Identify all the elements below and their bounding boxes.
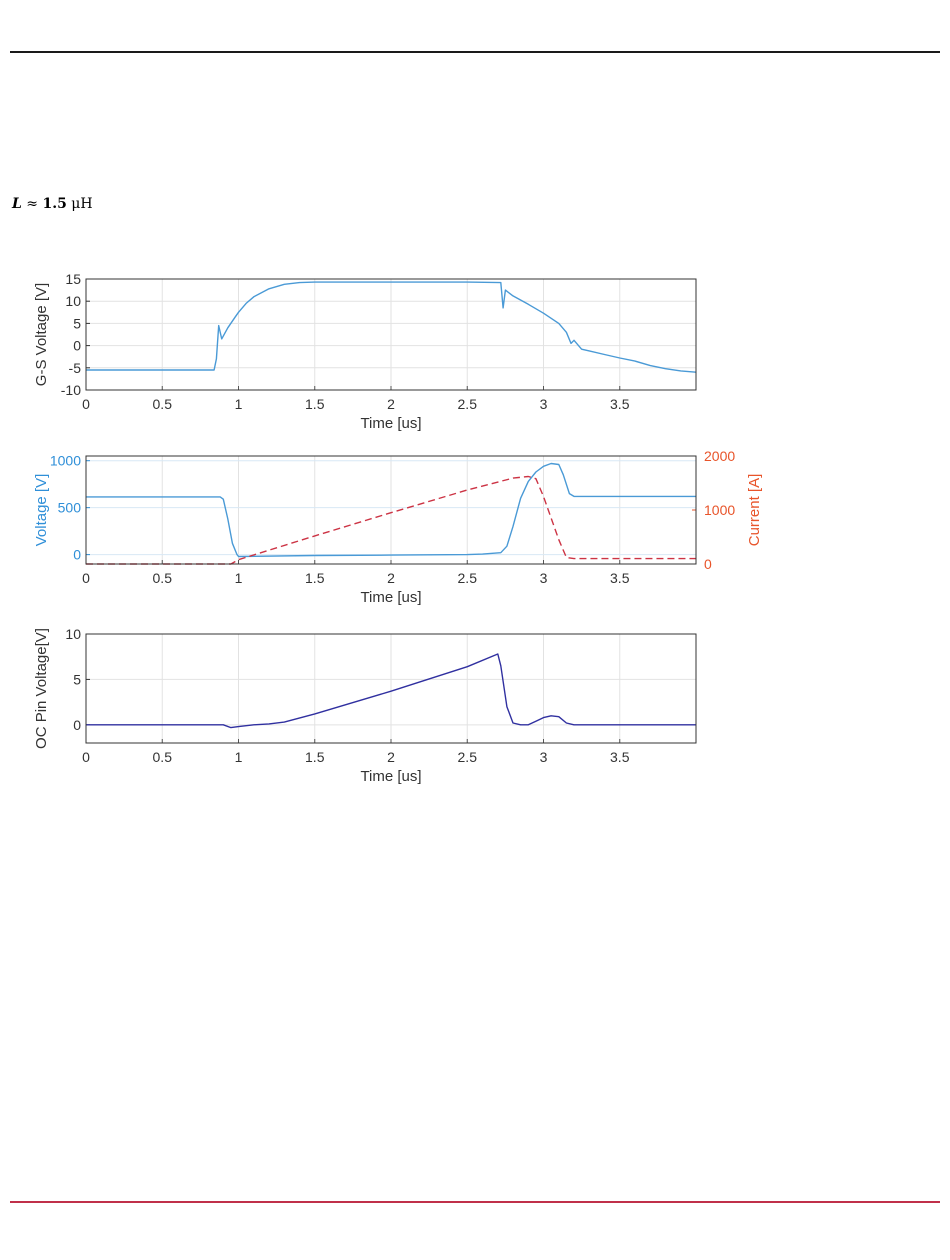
y-tick-label: 0 (73, 338, 81, 354)
x-tick-label: 2 (387, 749, 395, 765)
x-tick-label: 0.5 (153, 749, 173, 765)
y-tick-label: 0 (73, 547, 81, 563)
y-tick-label: 1000 (50, 453, 81, 469)
x-tick-label: 2.5 (458, 749, 478, 765)
x-tick-label: 3.5 (610, 749, 630, 765)
x-tick-label: 1 (235, 570, 243, 586)
y-tick-label: 15 (65, 271, 81, 287)
plot-frame (85, 278, 697, 391)
plot-frame (85, 455, 697, 565)
y-tick-label: -5 (69, 360, 82, 376)
series-line-1-1 (86, 281, 697, 373)
x-axis-label: Time [us] (360, 589, 421, 606)
y-right-tick-label: 2000 (704, 448, 735, 464)
x-tick-label: 1 (235, 396, 243, 412)
x-tick-label: 2 (387, 396, 395, 412)
formula-approx: ≈ (26, 196, 39, 212)
x-tick-label: 3.5 (610, 570, 630, 586)
x-tick-label: 3.5 (610, 396, 630, 412)
y-tick-label: 500 (58, 500, 82, 516)
x-tick-label: 0 (82, 570, 90, 586)
y-tick-label: 5 (73, 671, 81, 687)
x-tick-label: 1 (235, 749, 243, 765)
x-tick-label: 2.5 (458, 570, 478, 586)
x-tick-label: 3 (540, 749, 548, 765)
series-line-3-1 (86, 653, 696, 729)
y-tick-label: 10 (65, 293, 81, 309)
y-axis-label: Voltage [V] (33, 474, 50, 547)
y-right-tick-label: 1000 (704, 502, 735, 518)
bottom-rule (10, 1201, 940, 1203)
x-tick-label: 2.5 (458, 396, 478, 412)
y-tick-label: -10 (61, 382, 81, 398)
x-tick-label: 1.5 (305, 396, 325, 412)
y-tick-label: 10 (65, 626, 81, 642)
y-axis-label: OC Pin Voltage[V] (33, 628, 50, 749)
formula-value: 1.5 (42, 196, 67, 212)
x-tick-label: 1.5 (305, 570, 325, 586)
series-line-2-1 (86, 462, 696, 558)
y-axis-label: G-S Voltage [V] (33, 283, 50, 386)
y-right-axis-label: Current [A] (746, 474, 763, 547)
y-tick-label: 5 (73, 315, 81, 331)
x-tick-label: 0.5 (153, 570, 173, 586)
x-tick-label: 3 (540, 570, 548, 586)
x-tick-label: 0.5 (153, 396, 173, 412)
x-axis-label: Time [us] (360, 415, 421, 432)
x-tick-label: 1.5 (305, 749, 325, 765)
x-axis-label: Time [us] (360, 768, 421, 785)
y-right-tick-label: 0 (704, 556, 712, 572)
series-line-2-2 (86, 475, 696, 565)
formula-variable: L (12, 196, 22, 212)
x-tick-label: 2 (387, 570, 395, 586)
x-tick-label: 0 (82, 396, 90, 412)
y-tick-label: 0 (73, 717, 81, 733)
plot-frame (85, 633, 697, 744)
inductance-formula: L ≈ 1.5 μH (12, 196, 93, 212)
x-tick-label: 3 (540, 396, 548, 412)
x-tick-label: 0 (82, 749, 90, 765)
top-rule (10, 51, 940, 53)
formula-unit: μH (71, 196, 93, 212)
